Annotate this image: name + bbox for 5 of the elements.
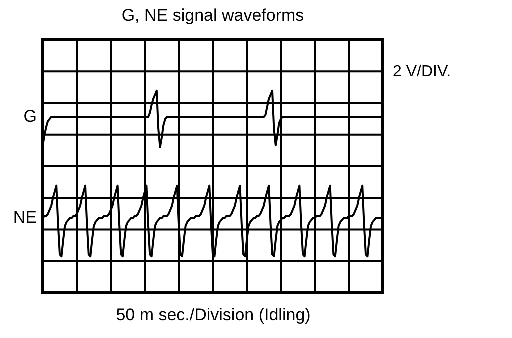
series-label: NE <box>13 208 37 228</box>
chart-title: G, NE signal waveforms <box>122 6 304 25</box>
series-label: G <box>24 107 37 126</box>
x-axis-title: 50 m sec./Division (Idling) <box>116 306 311 324</box>
text: 2 V/DIV. <box>393 64 452 81</box>
